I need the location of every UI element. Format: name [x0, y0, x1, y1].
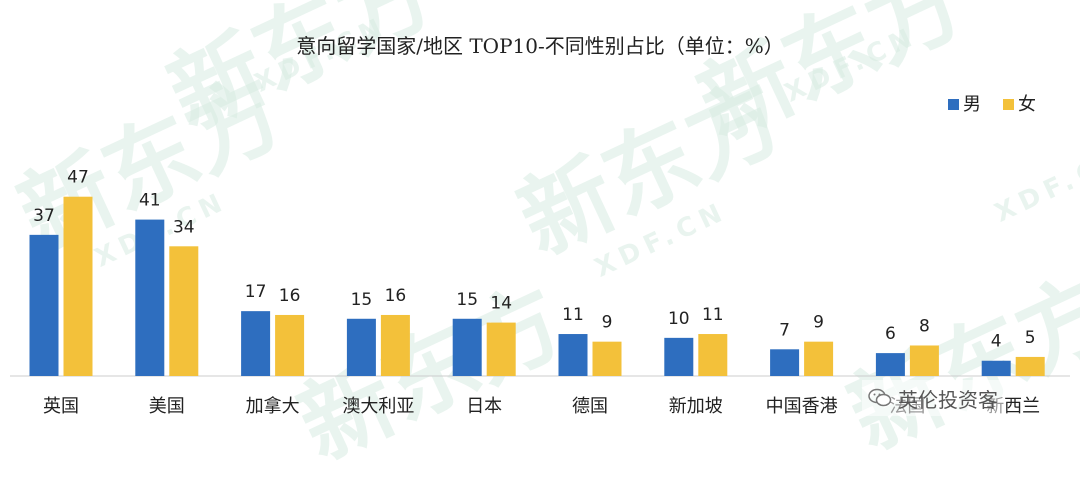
bar-male: [875, 353, 905, 376]
bar-male: [981, 360, 1011, 376]
data-label: 16: [385, 286, 407, 306]
x-tick-label: 加拿大: [246, 395, 300, 417]
data-label: 16: [279, 286, 301, 306]
credit-text: 英伦投资客: [898, 387, 998, 412]
bar-male: [558, 334, 588, 376]
data-label: 15: [351, 290, 373, 310]
x-tick-label: 英国: [43, 396, 79, 417]
legend-swatch: [948, 99, 959, 110]
bar-female: [169, 246, 199, 376]
data-label: 10: [668, 309, 690, 329]
x-tick-label: 新加坡: [669, 396, 723, 417]
bar-male: [346, 318, 376, 376]
wechat-icon: [868, 388, 892, 407]
data-label: 9: [813, 313, 824, 333]
data-label: 34: [173, 217, 195, 237]
bar-male: [452, 318, 482, 376]
data-label: 7: [779, 320, 790, 340]
bar-female: [804, 341, 834, 376]
data-label: 4: [991, 332, 1002, 352]
bars-group: [29, 196, 1045, 376]
bar-male: [135, 219, 165, 376]
bar-male: [770, 349, 800, 376]
data-label: 37: [33, 206, 55, 226]
bar-female: [486, 322, 516, 376]
x-tick-label: 中国香港: [766, 396, 838, 417]
bar-male: [241, 311, 271, 376]
x-tick-label: 澳大利亚: [342, 396, 414, 417]
chart-legend: 男女: [948, 94, 1036, 115]
data-label: 5: [1025, 328, 1036, 348]
bar-male: [664, 337, 694, 376]
chart-title: 意向留学国家/地区 TOP10-不同性别占比（单位：%）: [296, 34, 784, 58]
data-label: 8: [919, 316, 930, 336]
bar-female: [1015, 356, 1045, 376]
data-label: 17: [245, 282, 267, 302]
bar-female: [909, 345, 939, 376]
data-label: 9: [602, 313, 613, 333]
x-tick-label: 美国: [149, 396, 185, 417]
data-label: 11: [702, 305, 724, 325]
legend-label: 男: [963, 94, 981, 115]
data-label: 6: [885, 324, 896, 344]
bar-female: [63, 196, 93, 376]
bar-male: [29, 234, 59, 376]
value-labels-group: 37 47 41 34 17 16 15 16 15 14 11 9 10 11 7 9 6 8 4 5: [33, 168, 1035, 352]
data-label: 15: [456, 290, 478, 310]
x-tick-label: 德国: [572, 396, 608, 417]
legend-label: 女: [1018, 94, 1036, 115]
source-credit: 英伦投资客: [862, 380, 1004, 416]
bar-female: [592, 341, 622, 376]
data-label: 11: [562, 305, 584, 325]
bar-chart: 意向留学国家/地区 TOP10-不同性别占比（单位：%） 男女 37474134…: [10, 34, 1070, 417]
bar-female: [275, 314, 305, 376]
x-tick-label: 日本: [466, 396, 502, 417]
bar-female: [698, 334, 728, 376]
data-label: 41: [139, 191, 161, 211]
data-label: 14: [490, 294, 512, 314]
bar-female: [380, 314, 410, 376]
data-label: 47: [67, 168, 89, 188]
legend-swatch: [1003, 99, 1014, 110]
